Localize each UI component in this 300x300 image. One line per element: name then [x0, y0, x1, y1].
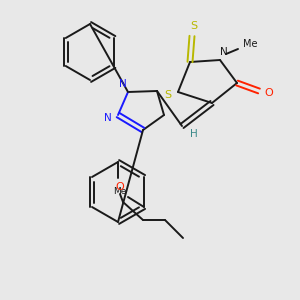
Text: N: N [220, 47, 228, 57]
Text: O: O [116, 182, 124, 192]
Text: S: S [190, 21, 198, 31]
Text: N: N [104, 113, 112, 123]
Text: Me: Me [243, 39, 257, 49]
Text: Me: Me [113, 187, 127, 196]
Text: H: H [190, 129, 198, 139]
Text: N: N [119, 79, 127, 89]
Text: O: O [265, 88, 273, 98]
Text: S: S [164, 90, 172, 100]
